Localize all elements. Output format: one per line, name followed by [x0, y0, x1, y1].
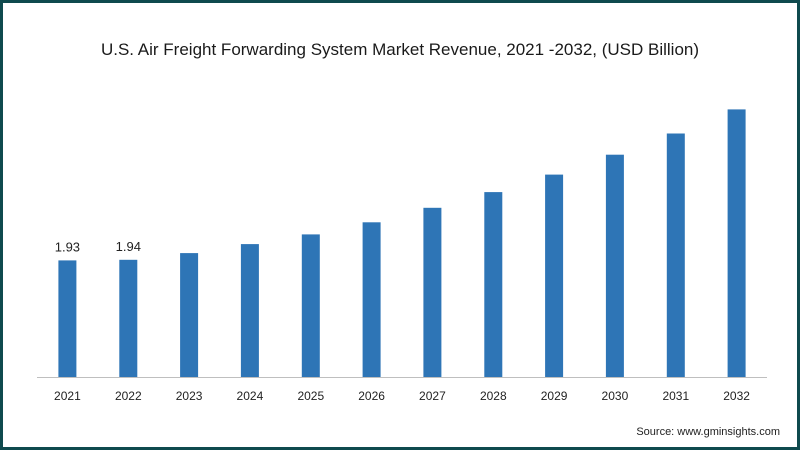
bar-2026 — [362, 222, 381, 377]
bar-2029 — [545, 174, 564, 377]
bar-2024 — [240, 244, 259, 377]
data-label-2022: 1.94 — [116, 239, 141, 254]
x-tick-label: 2022 — [115, 389, 142, 403]
bar-2021 — [58, 260, 77, 377]
labels-group: 2021 1.93 2022 1.94 2023 2024 2025 2026 2027 2028… — [54, 239, 750, 403]
x-tick-label: 2032 — [723, 389, 750, 403]
x-tick-label: 2021 — [54, 389, 81, 403]
data-label-2021: 1.93 — [55, 239, 80, 254]
x-tick-label: 2030 — [602, 389, 629, 403]
x-tick-label: 2029 — [541, 389, 568, 403]
chart-title: U.S. Air Freight Forwarding System Marke… — [100, 40, 700, 59]
x-tick-label: 2028 — [480, 389, 507, 403]
bar-2022 — [119, 259, 138, 377]
bar-2028 — [484, 192, 503, 377]
x-tick-label: 2023 — [176, 389, 203, 403]
bar-2023 — [180, 253, 199, 377]
bar-2030 — [605, 154, 624, 377]
x-tick-label: 2027 — [419, 389, 446, 403]
bar-2025 — [301, 234, 320, 377]
bar-2032 — [727, 109, 746, 378]
x-tick-label: 2025 — [297, 389, 324, 403]
bar-2027 — [423, 207, 442, 377]
x-tick-label: 2031 — [662, 389, 689, 403]
bar-2031 — [666, 133, 685, 377]
x-tick-label: 2024 — [237, 389, 264, 403]
source-note: Source: www.gminsights.com — [636, 426, 780, 438]
x-tick-label: 2026 — [358, 389, 385, 403]
bars-group — [58, 109, 746, 378]
